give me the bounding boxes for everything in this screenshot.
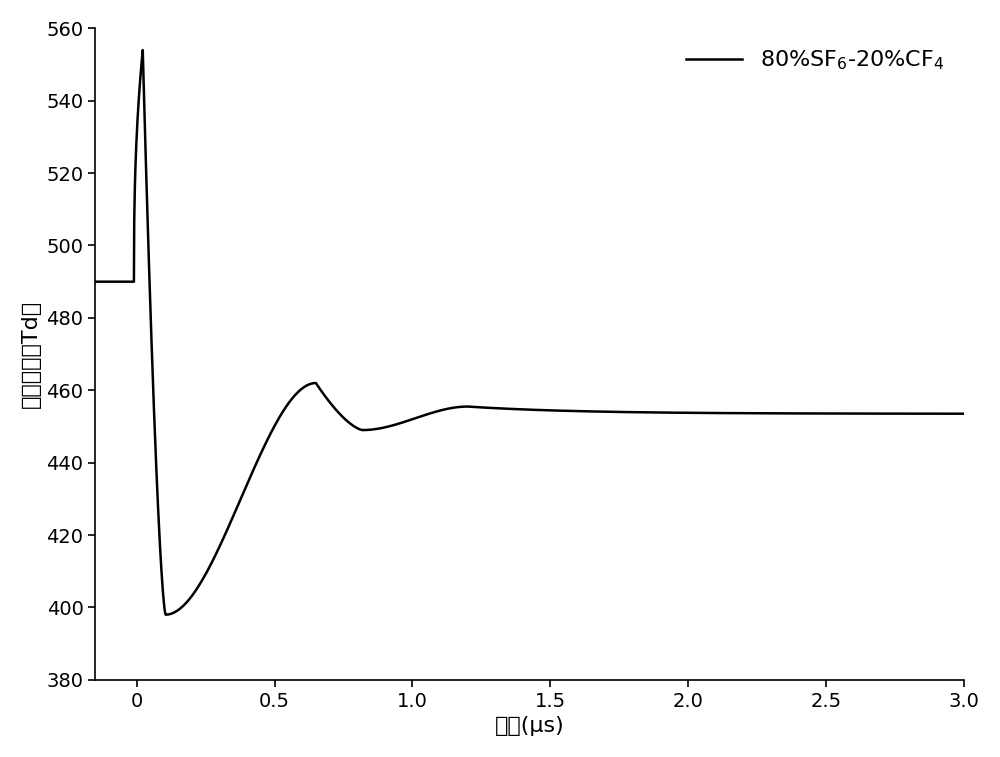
- X-axis label: 时间(μs): 时间(μs): [495, 716, 564, 736]
- Y-axis label: 约化场强（Td）: 约化场强（Td）: [21, 300, 41, 408]
- Legend: 80%SF$_6$-20%CF$_4$: 80%SF$_6$-20%CF$_4$: [677, 39, 953, 81]
